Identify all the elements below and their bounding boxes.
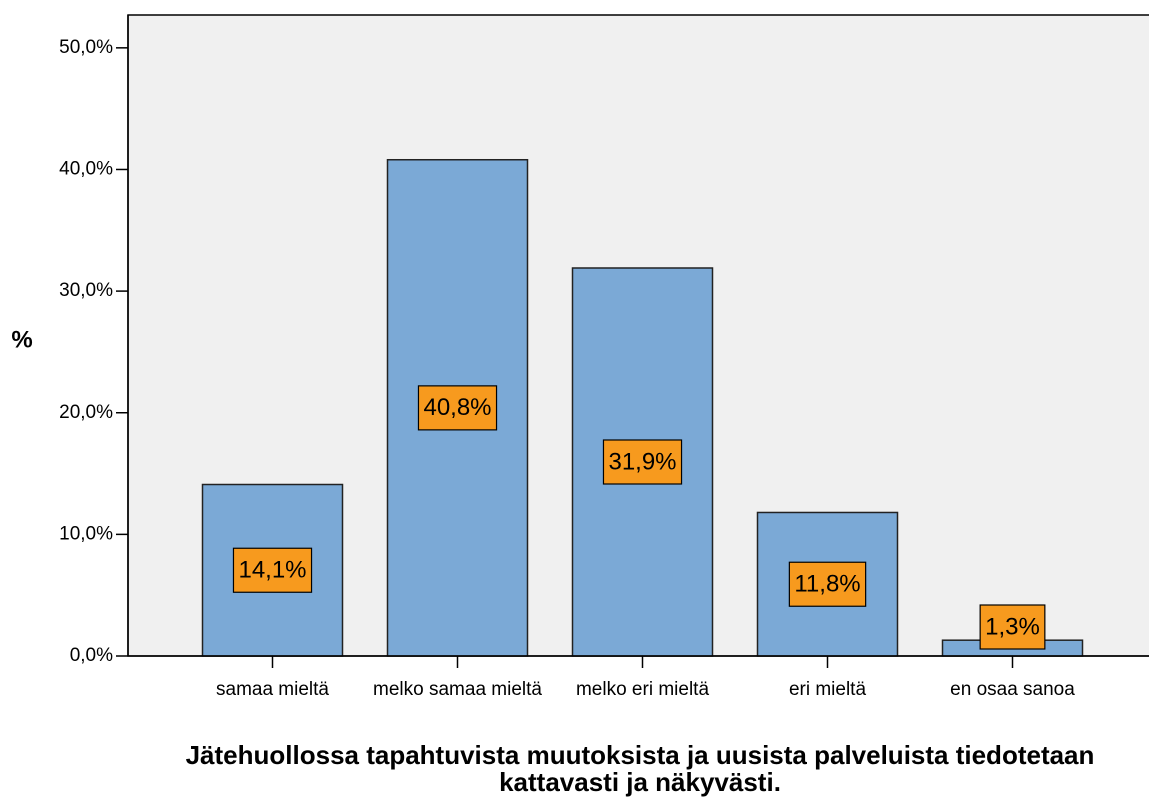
x-tick-label: melko eri mieltä <box>575 679 710 700</box>
x-tick-label: en osaa sanoa <box>950 679 1075 700</box>
y-tick-label: 30,0% <box>59 280 113 301</box>
x-tick-label: eri mieltä <box>788 679 867 700</box>
value-label-box <box>788 561 867 607</box>
value-label: 31,9% <box>608 448 676 475</box>
y-axis-title: % <box>11 326 32 353</box>
value-label-box <box>602 439 683 485</box>
y-tick-label: 50,0% <box>59 37 113 58</box>
y-tick-label: 40,0% <box>59 158 113 179</box>
value-label-box <box>417 385 498 431</box>
x-tick-label: melko samaa mieltä <box>373 679 542 700</box>
x-axis-title: Jätehuollossa tapahtuvista muutoksista j… <box>185 740 1095 797</box>
y-tick-label: 20,0% <box>59 402 113 423</box>
value-label-box <box>979 604 1046 650</box>
y-tick-label: 0,0% <box>70 645 113 666</box>
value-label: 40,8% <box>423 394 491 421</box>
value-label: 1,3% <box>985 613 1040 640</box>
x-tick-label: samaa mieltä <box>216 679 329 700</box>
value-label: 14,1% <box>238 557 306 584</box>
y-tick-label: 10,0% <box>59 523 113 544</box>
value-label: 11,8% <box>794 571 860 598</box>
value-label-box <box>232 547 313 593</box>
